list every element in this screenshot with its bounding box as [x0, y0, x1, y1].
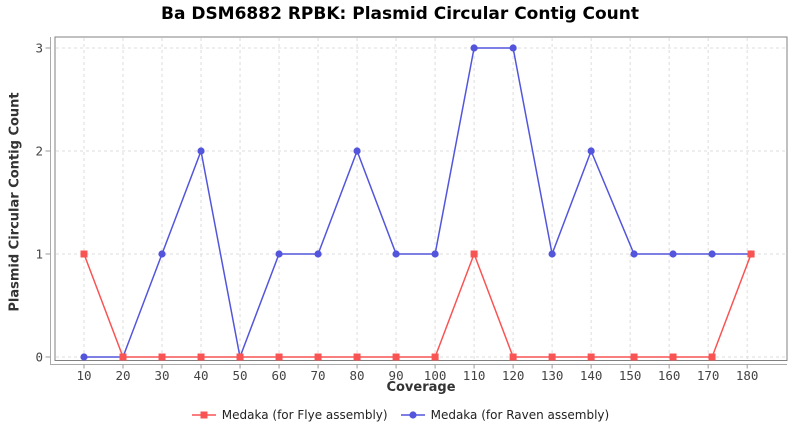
svg-text:140: 140 — [580, 368, 603, 383]
data-point-circle — [630, 250, 638, 258]
data-point-circle — [158, 250, 166, 258]
legend-item-label: Medaka (for Flye assembly) — [221, 408, 388, 422]
svg-text:110: 110 — [463, 368, 486, 383]
svg-text:2: 2 — [35, 144, 43, 159]
data-point-square — [548, 353, 556, 361]
data-point-square — [509, 353, 517, 361]
svg-text:180: 180 — [736, 368, 759, 383]
legend-item-flye: Medaka (for Flye assembly) — [191, 408, 388, 422]
flye-series-line — [83, 251, 752, 358]
flye-series-markers — [80, 250, 755, 361]
data-point-square — [747, 250, 755, 258]
data-point-circle — [669, 250, 677, 258]
chart-title: Ba DSM6882 RPBK: Plasmid Circular Contig… — [160, 4, 639, 24]
svg-text:40: 40 — [193, 368, 208, 383]
svg-text:100: 100 — [424, 368, 447, 383]
data-point-square — [431, 353, 439, 361]
plot-border — [54, 36, 788, 361]
svg-text:170: 170 — [697, 368, 720, 383]
data-point-square — [80, 250, 88, 258]
data-point-circle — [431, 250, 439, 258]
data-point-square — [236, 353, 244, 361]
svg-text:30: 30 — [154, 368, 169, 383]
data-point-square — [314, 353, 322, 361]
svg-text:90: 90 — [389, 368, 404, 383]
svg-text:160: 160 — [658, 368, 681, 383]
svg-text:50: 50 — [233, 368, 248, 383]
svg-text:20: 20 — [115, 368, 130, 383]
data-point-square — [392, 353, 400, 361]
data-point-circle — [548, 250, 556, 258]
data-point-circle — [708, 250, 716, 258]
gridlines — [56, 38, 786, 360]
y-tick-labels: 0 1 2 3 — [35, 41, 43, 365]
data-point-square — [708, 353, 716, 361]
data-point-circle — [314, 250, 322, 258]
svg-text:80: 80 — [350, 368, 365, 383]
data-point-square — [587, 353, 595, 361]
data-point-circle — [197, 147, 205, 155]
legend-square-marker-icon — [191, 411, 216, 419]
raven-series-line — [84, 47, 752, 360]
data-point-circle — [470, 44, 478, 52]
x-tick-labels: 10 20 30 40 50 60 70 80 90 100 110 120 130 140 150 160 1… — [76, 368, 758, 383]
svg-text:3: 3 — [35, 41, 43, 56]
y-axis-label: Plasmid Circular Contig Count — [7, 92, 23, 312]
data-point-circle — [587, 147, 595, 155]
legend-item-label: Medaka (for Raven assembly) — [430, 408, 610, 422]
svg-text:10: 10 — [76, 368, 91, 383]
data-point-square — [119, 353, 127, 361]
axis-lines — [50, 37, 787, 365]
svg-text:70: 70 — [311, 368, 326, 383]
data-point-square — [669, 353, 677, 361]
svg-text:0: 0 — [35, 350, 43, 365]
data-point-square — [470, 250, 478, 258]
svg-text:150: 150 — [619, 368, 642, 383]
svg-text:1: 1 — [35, 247, 43, 262]
data-point-circle — [80, 353, 88, 361]
axis-ticks — [45, 47, 748, 369]
data-point-square — [197, 353, 205, 361]
data-point-square — [275, 353, 283, 361]
data-point-circle — [353, 147, 361, 155]
data-point-circle — [392, 250, 400, 258]
svg-text:130: 130 — [541, 368, 564, 383]
data-point-square — [630, 353, 638, 361]
legend-item-raven: Medaka (for Raven assembly) — [400, 408, 610, 422]
data-point-circle — [275, 250, 283, 258]
svg-text:120: 120 — [502, 368, 525, 383]
data-point-square — [158, 353, 166, 361]
x-axis-label: Coverage — [386, 380, 456, 395]
svg-text:60: 60 — [272, 368, 287, 383]
data-point-circle — [509, 44, 517, 52]
legend-circle-marker-icon — [400, 411, 425, 419]
legend: Medaka (for Flye assembly) Medaka (for Ra… — [0, 404, 800, 426]
data-point-square — [353, 353, 361, 361]
